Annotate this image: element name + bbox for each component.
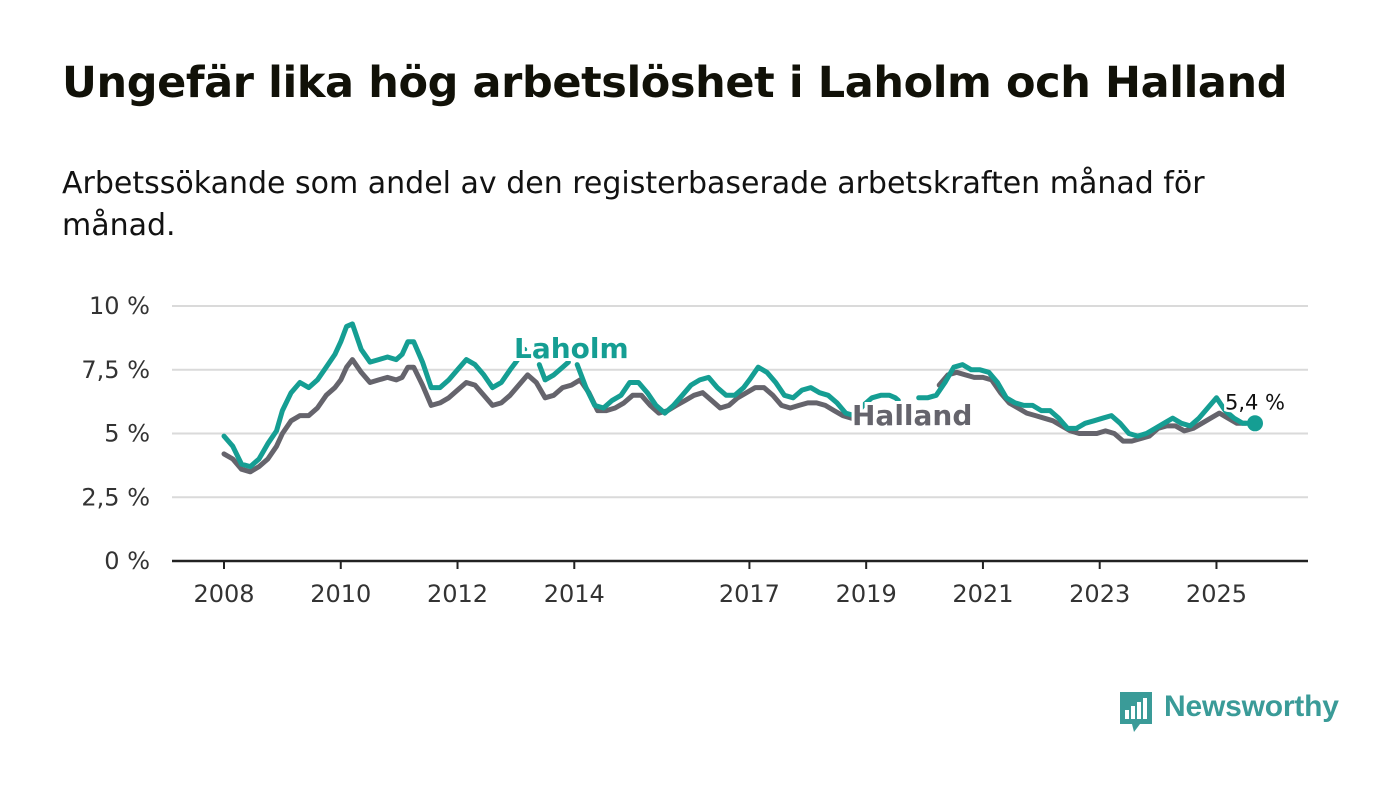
end-point-marker — [1246, 415, 1263, 432]
series-line-laholm — [221, 321, 1258, 470]
x-tick-label: 2025 — [1186, 580, 1247, 608]
x-tick-label: 2021 — [952, 580, 1013, 608]
x-tick-label: 2012 — [427, 580, 488, 608]
x-tick-label: 2008 — [193, 580, 254, 608]
x-tick-label: 2014 — [544, 580, 605, 608]
y-tick-label: 5 % — [104, 420, 150, 448]
y-tick-label: 10 % — [89, 292, 150, 320]
axes: 0 % 2,5 % 5 % 7,5 % 10 % 2008 2010 2012 2014 2017… — [81, 292, 1308, 608]
chart-title: Ungefär lika hög arbetslöshet i Laholm o… — [62, 58, 1288, 108]
chart-subtitle: Arbetssökande som andel av den registerb… — [62, 166, 1205, 243]
newsworthy-logo-text: Newsworthy — [1164, 690, 1339, 723]
series-labels: Laholm Halland 5,4 % — [511, 329, 1288, 435]
y-tick-label: 2,5 % — [81, 483, 150, 511]
series-line-halland — [221, 357, 1249, 475]
series-label-halland: Halland — [852, 399, 972, 432]
newsworthy-logo: Newsworthy — [1118, 690, 1339, 736]
x-tick-label: 2023 — [1069, 580, 1130, 608]
x-tick-label: 2019 — [836, 580, 897, 608]
newsworthy-logo-icon — [1120, 692, 1152, 732]
x-tick-label: 2010 — [310, 580, 371, 608]
x-tick-label: 2017 — [719, 580, 780, 608]
series-lines — [221, 321, 1258, 475]
y-tick-label: 0 % — [104, 547, 150, 575]
end-value-label: 5,4 % — [1225, 390, 1285, 414]
y-tick-label: 7,5 % — [81, 356, 150, 384]
series-label-laholm: Laholm — [514, 332, 629, 365]
